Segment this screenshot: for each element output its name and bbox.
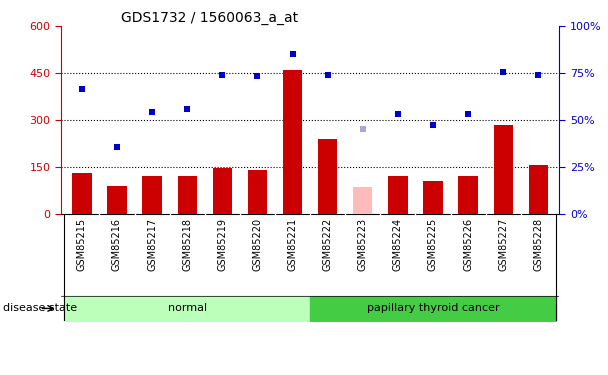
Bar xyxy=(72,173,92,214)
Bar xyxy=(178,176,197,214)
Text: GSM85227: GSM85227 xyxy=(498,218,508,271)
Text: GDS1732 / 1560063_a_at: GDS1732 / 1560063_a_at xyxy=(120,11,298,25)
Bar xyxy=(213,168,232,214)
Bar xyxy=(318,139,337,214)
Text: GSM85224: GSM85224 xyxy=(393,218,403,271)
Bar xyxy=(423,181,443,214)
Bar xyxy=(494,124,513,214)
Text: GSM85215: GSM85215 xyxy=(77,218,87,271)
Text: papillary thyroid cancer: papillary thyroid cancer xyxy=(367,303,499,313)
Text: normal: normal xyxy=(168,303,207,313)
Bar xyxy=(247,170,267,214)
Bar xyxy=(388,176,407,214)
Text: GSM85222: GSM85222 xyxy=(323,218,333,271)
Bar xyxy=(283,70,302,214)
Text: disease state: disease state xyxy=(3,303,77,313)
Text: GSM85220: GSM85220 xyxy=(252,218,263,271)
Text: GSM85219: GSM85219 xyxy=(217,218,227,271)
Text: GSM85226: GSM85226 xyxy=(463,218,473,271)
Bar xyxy=(142,176,162,214)
Text: GSM85217: GSM85217 xyxy=(147,218,157,271)
Text: GSM85225: GSM85225 xyxy=(428,218,438,271)
Bar xyxy=(458,176,478,214)
Bar xyxy=(108,186,126,214)
Text: GSM85218: GSM85218 xyxy=(182,218,192,271)
Text: GSM85216: GSM85216 xyxy=(112,218,122,271)
Text: GSM85223: GSM85223 xyxy=(358,218,368,271)
Bar xyxy=(528,165,548,214)
Bar xyxy=(353,187,372,214)
Text: GSM85228: GSM85228 xyxy=(533,218,544,271)
Text: GSM85221: GSM85221 xyxy=(288,218,297,271)
